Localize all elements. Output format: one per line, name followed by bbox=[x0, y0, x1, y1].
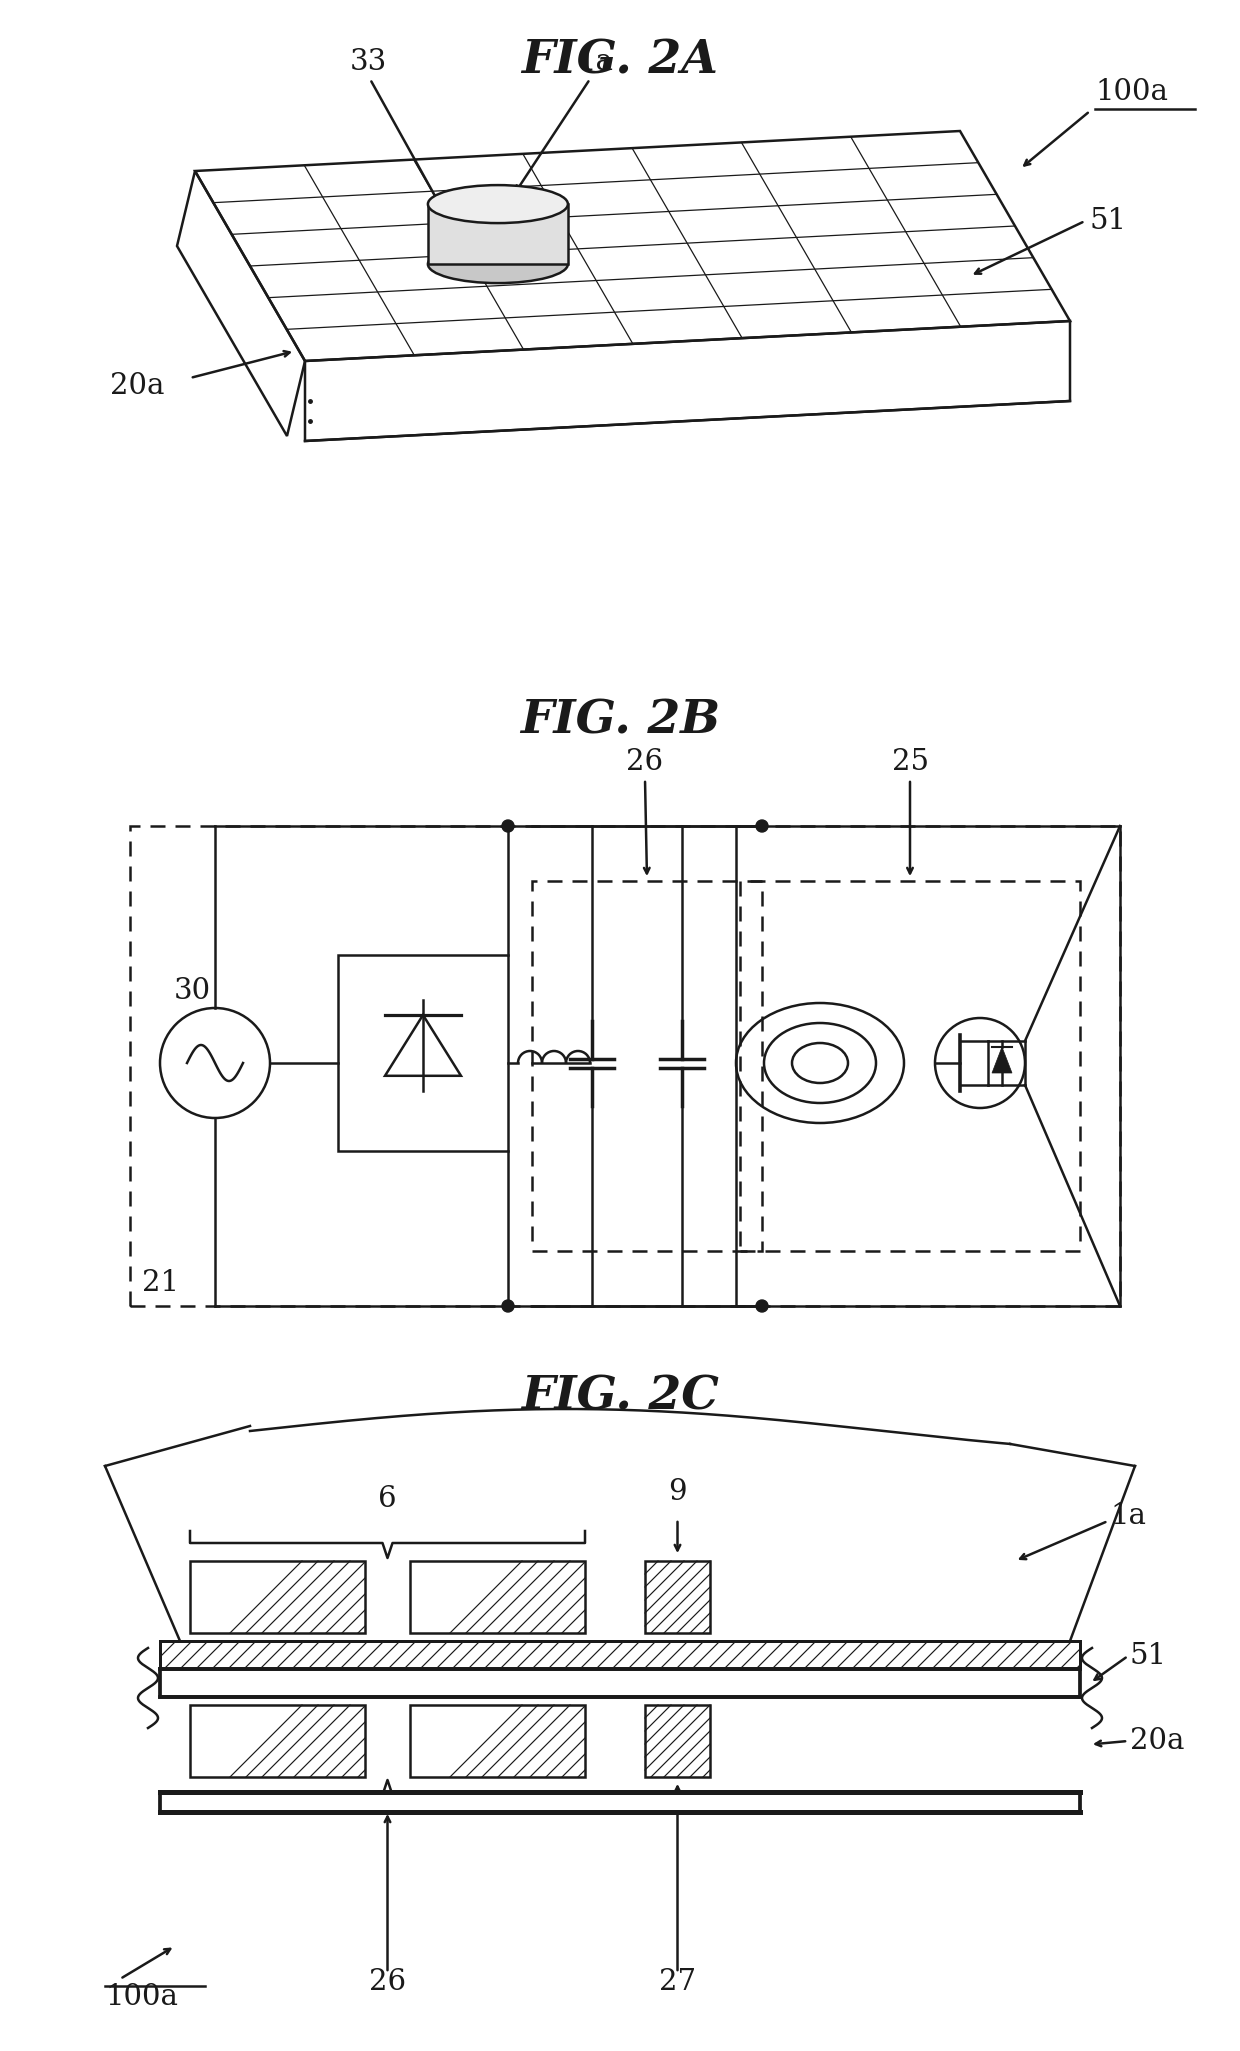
Text: 26: 26 bbox=[626, 749, 663, 775]
Polygon shape bbox=[992, 1046, 1012, 1073]
Circle shape bbox=[756, 1300, 768, 1313]
Text: 9: 9 bbox=[668, 1479, 687, 1505]
Text: 21: 21 bbox=[143, 1270, 179, 1296]
Circle shape bbox=[502, 1300, 515, 1313]
Text: FIG. 2B: FIG. 2B bbox=[520, 697, 720, 745]
Bar bbox=[645, 1561, 711, 1633]
Bar bbox=[160, 1793, 1080, 1811]
Bar bbox=[339, 956, 508, 1151]
Text: 25: 25 bbox=[892, 749, 929, 775]
Text: FIG. 2C: FIG. 2C bbox=[521, 1372, 719, 1419]
Text: 26: 26 bbox=[370, 1969, 405, 1996]
Ellipse shape bbox=[428, 185, 568, 224]
Bar bbox=[190, 1561, 365, 1633]
Text: 20a: 20a bbox=[110, 371, 165, 400]
Bar bbox=[410, 1704, 585, 1776]
Bar bbox=[532, 882, 763, 1251]
Bar bbox=[428, 205, 568, 265]
Bar bbox=[160, 1641, 1080, 1670]
Text: 51: 51 bbox=[1090, 207, 1127, 236]
Bar bbox=[410, 1561, 585, 1633]
Text: 30: 30 bbox=[174, 976, 211, 1005]
Text: 20a: 20a bbox=[1130, 1727, 1184, 1756]
Bar bbox=[645, 1704, 711, 1776]
Bar bbox=[130, 827, 1120, 1306]
Text: 51: 51 bbox=[1130, 1643, 1167, 1670]
Text: 100a: 100a bbox=[1095, 78, 1168, 107]
Bar bbox=[740, 882, 1080, 1251]
Bar bbox=[160, 1670, 1080, 1696]
Text: 27: 27 bbox=[658, 1969, 696, 1996]
Text: FIG. 2A: FIG. 2A bbox=[522, 39, 718, 84]
Text: 1a: 1a bbox=[577, 47, 613, 76]
Circle shape bbox=[502, 820, 515, 833]
Bar bbox=[190, 1704, 365, 1776]
Text: 6: 6 bbox=[378, 1485, 397, 1514]
Ellipse shape bbox=[428, 246, 568, 283]
Text: 1a: 1a bbox=[1110, 1501, 1146, 1530]
Text: 100a: 100a bbox=[105, 1983, 179, 2010]
Circle shape bbox=[756, 820, 768, 833]
Text: 33: 33 bbox=[350, 47, 387, 76]
